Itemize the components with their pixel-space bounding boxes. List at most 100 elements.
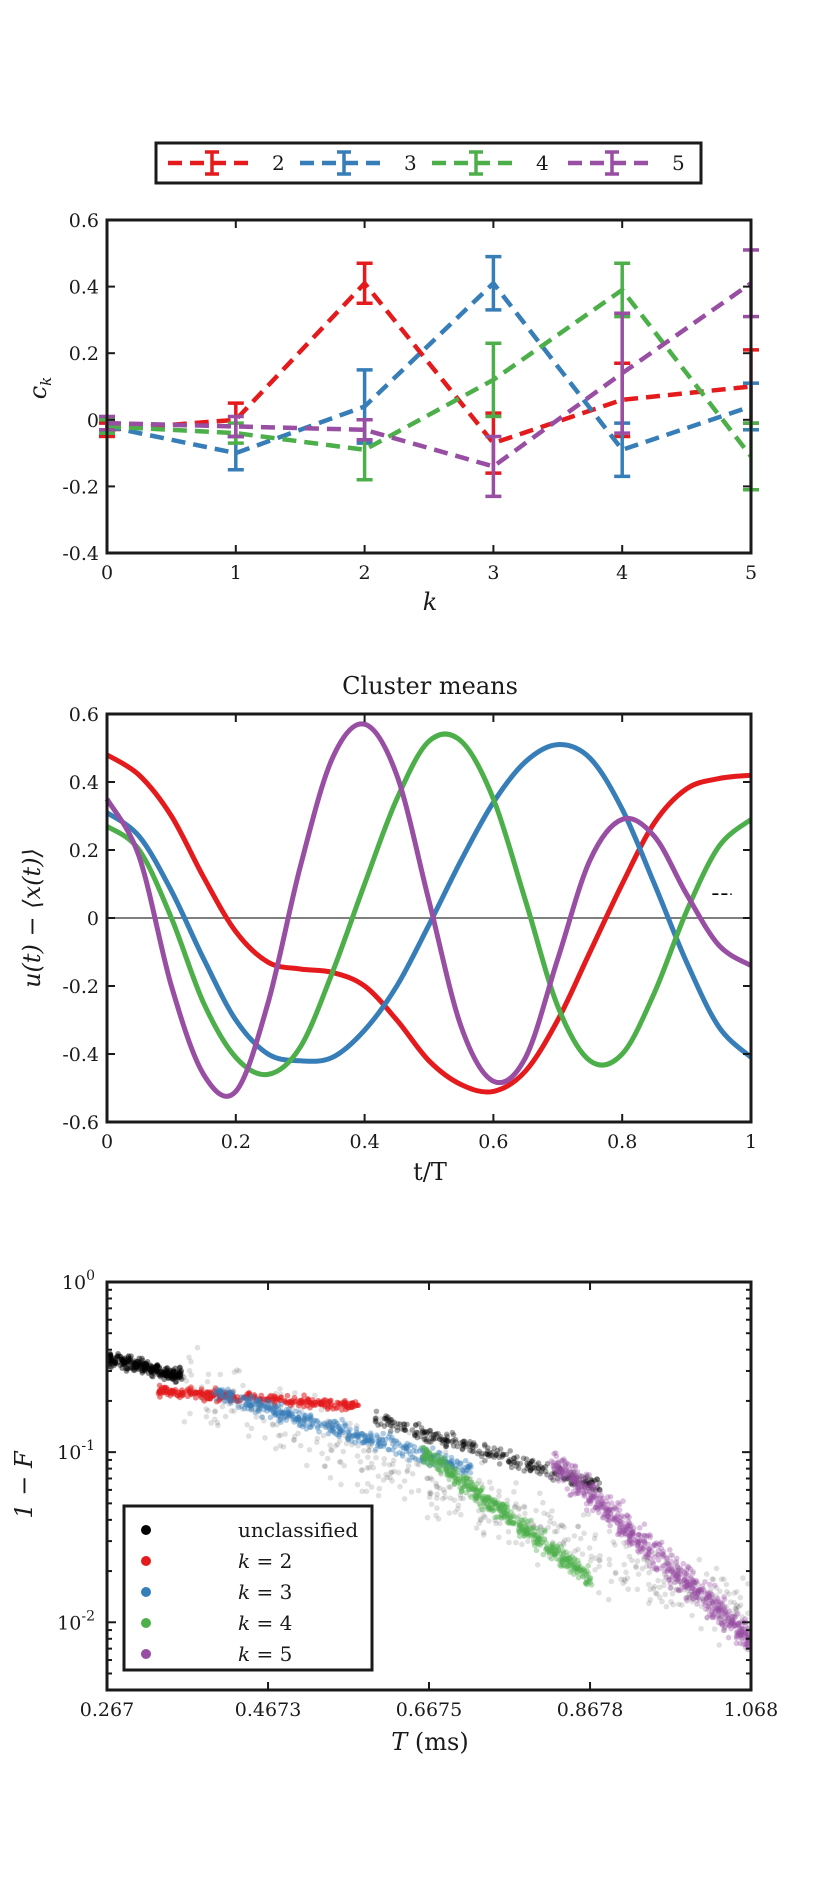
scatter-point bbox=[620, 1498, 626, 1504]
scatter-point bbox=[314, 1439, 320, 1446]
scatter-point bbox=[486, 1452, 493, 1458]
scatter-point bbox=[312, 1392, 318, 1399]
scatter-point bbox=[484, 1451, 491, 1457]
scatter-point bbox=[449, 1462, 456, 1468]
scatter-point bbox=[735, 1604, 742, 1610]
scatter-point bbox=[457, 1460, 464, 1467]
scatter-point bbox=[712, 1608, 719, 1615]
scatter-point bbox=[147, 1366, 153, 1373]
scatter-point bbox=[492, 1517, 499, 1524]
scatter-point bbox=[229, 1391, 236, 1398]
scatter-point bbox=[148, 1368, 154, 1374]
scatter-point bbox=[224, 1393, 231, 1400]
scatter-point bbox=[279, 1410, 286, 1417]
fidelity-y-tick-label: 10-1 bbox=[57, 1438, 95, 1464]
scatter-point bbox=[479, 1450, 485, 1457]
scatter-point bbox=[513, 1501, 519, 1507]
scatter-point bbox=[414, 1461, 420, 1467]
scatter-point bbox=[596, 1557, 603, 1564]
scatter-point bbox=[460, 1442, 467, 1449]
scatter-point bbox=[405, 1463, 412, 1469]
scatter-point bbox=[219, 1388, 226, 1395]
scatter-point bbox=[661, 1582, 667, 1589]
scatter-point bbox=[145, 1365, 152, 1372]
scatter-point bbox=[397, 1442, 404, 1449]
scatter-point bbox=[122, 1357, 128, 1363]
scatter-point bbox=[435, 1516, 442, 1522]
scatter-point bbox=[173, 1372, 180, 1379]
scatter-point bbox=[272, 1412, 278, 1418]
scatter-point bbox=[171, 1372, 177, 1379]
scatter-point bbox=[635, 1532, 641, 1538]
coefficient-series-5-errorbar bbox=[485, 434, 502, 499]
scatter-point bbox=[346, 1431, 353, 1438]
scatter-point bbox=[626, 1539, 633, 1546]
scatter-point bbox=[411, 1443, 418, 1450]
coefficient-x-tick-label: 5 bbox=[745, 562, 757, 584]
scatter-point bbox=[152, 1365, 159, 1372]
scatter-point bbox=[329, 1424, 336, 1430]
scatter-point bbox=[352, 1439, 358, 1446]
scatter-point bbox=[363, 1488, 370, 1495]
scatter-point bbox=[660, 1563, 666, 1569]
scatter-point bbox=[540, 1527, 546, 1533]
scatter-point bbox=[135, 1358, 141, 1365]
scatter-point bbox=[212, 1408, 218, 1414]
scatter-point bbox=[164, 1369, 171, 1375]
scatter-point bbox=[457, 1495, 464, 1502]
scatter-point bbox=[369, 1435, 375, 1442]
scatter-point bbox=[555, 1478, 562, 1484]
scatter-point bbox=[227, 1389, 233, 1395]
scatter-point bbox=[418, 1425, 425, 1431]
scatter-point bbox=[572, 1474, 579, 1481]
scatter-point bbox=[663, 1603, 670, 1610]
scatter-point bbox=[585, 1511, 592, 1517]
scatter-point bbox=[528, 1458, 535, 1465]
scatter-point bbox=[583, 1478, 589, 1484]
scatter-point bbox=[737, 1602, 744, 1608]
coefficient-x-tick-label: 3 bbox=[487, 562, 499, 584]
scatter-point bbox=[670, 1601, 676, 1608]
scatter-point bbox=[275, 1402, 281, 1409]
scatter-point bbox=[131, 1358, 138, 1364]
scatter-point bbox=[529, 1458, 535, 1465]
scatter-point bbox=[372, 1446, 379, 1453]
scatter-point bbox=[517, 1460, 523, 1467]
scatter-point bbox=[285, 1410, 292, 1416]
scatter-point bbox=[386, 1462, 393, 1468]
scatter-point bbox=[280, 1444, 287, 1450]
scatter-point bbox=[581, 1530, 587, 1537]
scatter-point bbox=[430, 1431, 437, 1438]
scatter-point bbox=[424, 1460, 431, 1466]
scatter-point bbox=[652, 1590, 659, 1596]
scatter-point bbox=[414, 1429, 421, 1436]
scatter-point bbox=[694, 1601, 700, 1607]
legend-marker bbox=[141, 1556, 151, 1566]
scatter-point bbox=[541, 1510, 547, 1516]
scatter-point bbox=[149, 1364, 156, 1371]
scatter-point bbox=[553, 1471, 559, 1478]
scatter-point bbox=[348, 1438, 355, 1444]
scatter-point bbox=[107, 1351, 114, 1358]
scatter-point bbox=[439, 1437, 446, 1443]
scatter-point bbox=[727, 1599, 734, 1605]
scatter-point bbox=[295, 1430, 301, 1437]
scatter-point bbox=[181, 1419, 188, 1425]
scatter-point bbox=[108, 1355, 115, 1362]
scatter-point bbox=[572, 1477, 578, 1484]
scatter-point bbox=[629, 1557, 635, 1564]
scatter-point bbox=[382, 1415, 389, 1422]
scatter-point bbox=[612, 1570, 619, 1577]
scatter-point bbox=[703, 1571, 710, 1577]
scatter-point bbox=[227, 1390, 234, 1397]
scatter-point bbox=[594, 1485, 601, 1491]
scatter-point bbox=[568, 1480, 574, 1487]
scatter-point bbox=[496, 1493, 502, 1499]
scatter-point bbox=[264, 1408, 270, 1414]
scatter-point bbox=[421, 1456, 428, 1462]
scatter-point bbox=[525, 1538, 531, 1545]
scatter-point bbox=[388, 1437, 395, 1443]
scatter-point bbox=[141, 1363, 147, 1369]
coefficient-y-tick-label: 0 bbox=[87, 410, 99, 432]
scatter-point bbox=[373, 1408, 380, 1415]
